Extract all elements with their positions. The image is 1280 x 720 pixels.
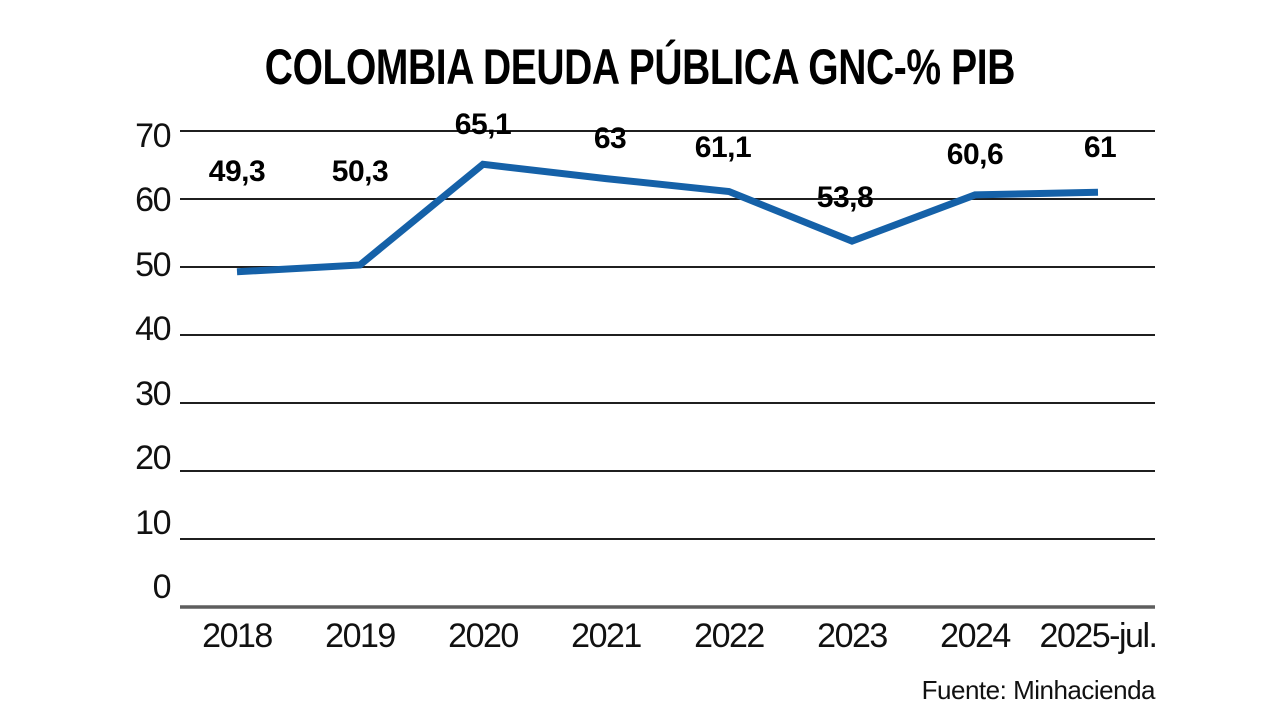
data-label: 50,3 bbox=[331, 154, 389, 188]
data-label: 63 bbox=[593, 121, 627, 155]
x-tick-label: 2019 bbox=[325, 617, 396, 655]
x-tick-label: 2023 bbox=[817, 617, 888, 655]
y-tick-label: 10 bbox=[135, 503, 171, 542]
data-label: 61,1 bbox=[694, 130, 752, 164]
data-label: 61 bbox=[1083, 131, 1117, 165]
x-tick-label: 2018 bbox=[202, 617, 273, 655]
data-label: 49,3 bbox=[208, 154, 266, 188]
data-line bbox=[236, 160, 1099, 276]
data-label: 53,8 bbox=[816, 181, 874, 215]
data-label: 65,1 bbox=[454, 108, 512, 142]
x-tick-label: 2020 bbox=[448, 617, 519, 655]
chart-title: COLOMBIA DEUDA PÚBLICA GNC-% PIB bbox=[0, 38, 1280, 96]
y-tick-label: 70 bbox=[135, 117, 171, 155]
source-credit: Fuente: Minhacienda bbox=[921, 675, 1156, 705]
y-tick-label: 60 bbox=[135, 181, 171, 220]
y-tick-label: 0 bbox=[152, 568, 172, 606]
data-label: 60,6 bbox=[946, 137, 1004, 171]
x-tick-label: 2021 bbox=[571, 617, 642, 655]
y-tick-label: 30 bbox=[135, 374, 171, 413]
y-tick-label: 20 bbox=[135, 439, 171, 478]
y-tick-label: 50 bbox=[135, 245, 171, 284]
y-tick-label: 40 bbox=[135, 310, 171, 349]
x-tick-label: 2025-jul. bbox=[1039, 617, 1158, 655]
chart-title-text: COLOMBIA DEUDA PÚBLICA GNC-% PIB bbox=[264, 39, 1016, 95]
x-tick-label: 2022 bbox=[694, 617, 765, 655]
x-tick-label: 2024 bbox=[940, 617, 1011, 655]
